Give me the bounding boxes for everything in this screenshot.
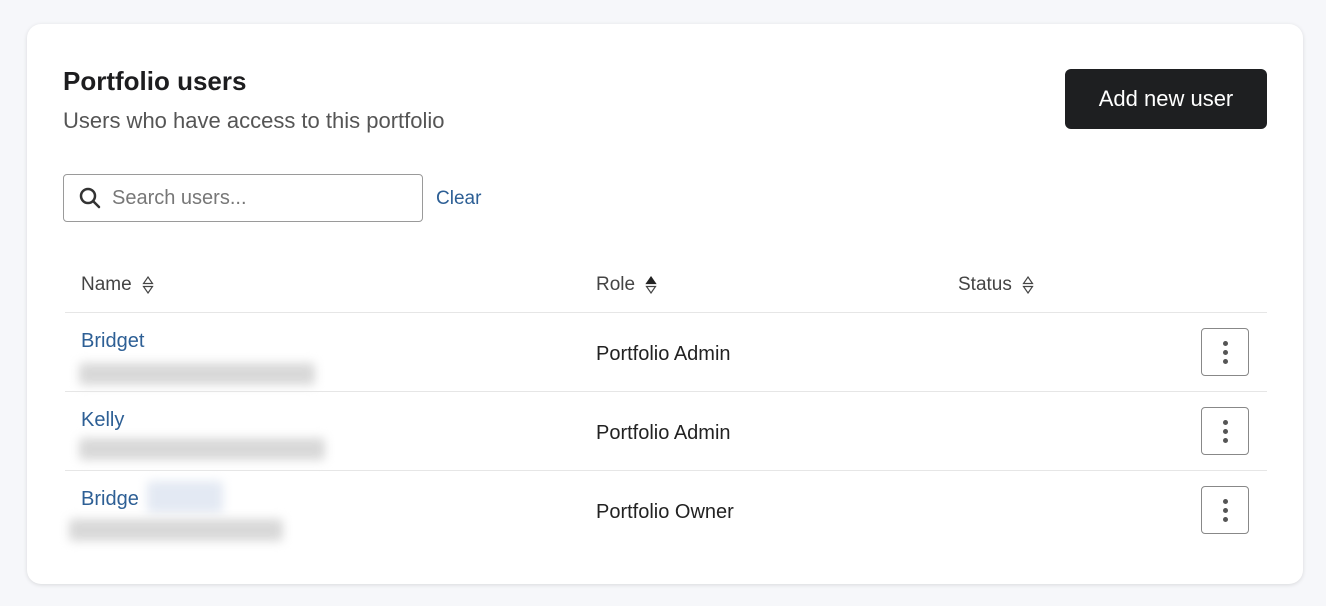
column-header-name[interactable]: Name — [81, 274, 154, 296]
row-actions-button[interactable] — [1201, 486, 1249, 534]
redacted-email — [69, 519, 283, 541]
row-actions-button[interactable] — [1201, 328, 1249, 376]
more-vertical-icon — [1222, 498, 1228, 504]
user-role: Portfolio Owner — [596, 501, 734, 523]
redacted-email — [79, 363, 315, 385]
page-title: Portfolio users — [63, 66, 247, 96]
user-role: Portfolio Admin — [596, 343, 731, 365]
page-subtitle: Users who have access to this portfolio — [63, 108, 445, 133]
more-vertical-icon — [1222, 419, 1228, 425]
user-role: Portfolio Admin — [596, 422, 731, 444]
column-label: Status — [958, 274, 1012, 295]
sort-icon — [142, 275, 154, 295]
user-name-link[interactable]: Kelly — [81, 409, 125, 431]
table-row: Bridge Portfolio Owner — [65, 470, 1267, 549]
user-name-link[interactable]: Bridget — [81, 330, 145, 352]
search-input[interactable] — [112, 186, 412, 210]
column-label: Role — [596, 274, 636, 295]
more-vertical-icon — [1222, 340, 1228, 346]
clear-link[interactable]: Clear — [436, 188, 482, 209]
column-header-role[interactable]: Role — [596, 274, 657, 296]
row-actions-button[interactable] — [1201, 407, 1249, 455]
search-box[interactable] — [63, 174, 423, 222]
redacted-name — [147, 481, 223, 513]
add-new-user-button[interactable]: Add new user — [1065, 69, 1267, 129]
user-name-link[interactable]: Bridge — [81, 488, 139, 510]
redacted-email — [79, 438, 325, 460]
search-icon — [79, 187, 101, 209]
table-row: Bridget Portfolio Admin — [65, 312, 1267, 391]
column-header-status[interactable]: Status — [958, 274, 1034, 296]
portfolio-users-card: Portfolio users Users who have access to… — [27, 24, 1303, 584]
sort-ascending-icon — [645, 275, 657, 295]
table-row: Kelly Portfolio Admin — [65, 391, 1267, 470]
sort-icon — [1022, 275, 1034, 295]
column-label: Name — [81, 274, 132, 295]
